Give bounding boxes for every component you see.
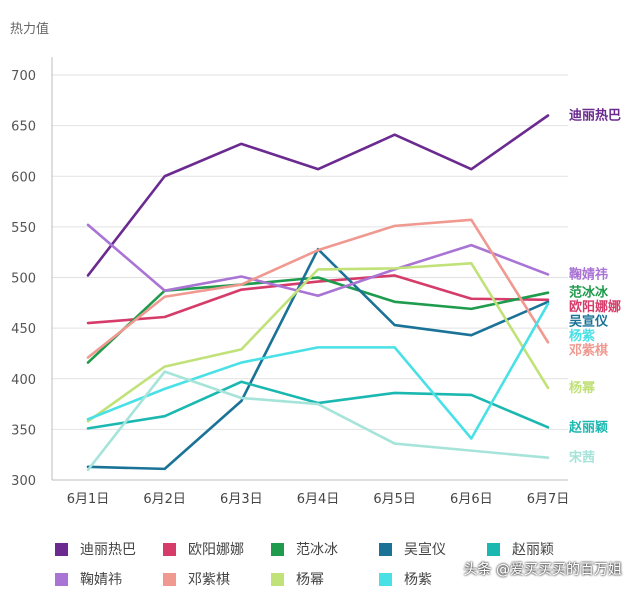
legend-label: 鞠婧祎	[80, 572, 122, 588]
legend-swatch	[271, 542, 284, 556]
legend-row-1: 迪丽热巴 欧阳娜娜 范冰冰 吴宣仪 赵丽颖	[55, 534, 615, 564]
series-end-label: 邓紫棋	[569, 343, 608, 359]
legend-item: 欧阳娜娜	[163, 539, 271, 559]
legend-swatch	[55, 572, 68, 586]
series-line	[86, 276, 550, 364]
legend-item: 范冰冰	[271, 539, 379, 559]
legend-swatch	[487, 542, 500, 556]
line-chart: 300 350 400 450 500 550 600 650 700 6月1日 6月2日 6月3日…	[11, 57, 621, 507]
legend-label: 吴宣仪	[404, 542, 446, 558]
y-tick-label: 450	[11, 322, 36, 337]
series-line	[86, 218, 550, 359]
series-line	[86, 274, 550, 325]
legend-swatch	[271, 572, 284, 586]
legend-item: 杨紫	[379, 569, 487, 589]
legend-swatch	[379, 572, 392, 586]
legend-row-2: 鞠婧祎 邓紫棋 杨幂 杨紫	[55, 564, 615, 594]
x-tick-label: 6月6日	[450, 492, 493, 507]
y-tick-label: 500	[11, 272, 36, 287]
legend-label: 欧阳娜娜	[188, 542, 244, 558]
y-tick-label: 600	[11, 170, 36, 185]
legend-swatch	[379, 542, 392, 556]
series-end-label: 迪丽热巴	[569, 108, 621, 124]
series-end-label: 宋茜	[568, 450, 595, 466]
y-tick-label: 700	[11, 69, 36, 84]
series-line	[86, 114, 550, 277]
legend-swatch	[163, 542, 176, 556]
x-tick-label: 6月1日	[67, 492, 110, 507]
y-tick-label: 400	[11, 373, 36, 388]
x-tick-label: 6月7日	[527, 492, 570, 507]
legend-item: 赵丽颖	[487, 539, 595, 559]
legend-label: 范冰冰	[296, 542, 338, 558]
legend-item: 邓紫棋	[163, 569, 271, 589]
watermark: 头条 @爱买买买的百万姐	[463, 562, 622, 578]
legend-item: 吴宣仪	[379, 539, 487, 559]
series-lines	[86, 114, 550, 472]
legend-item: 迪丽热巴	[55, 539, 163, 559]
legend-label: 杨紫	[404, 572, 432, 588]
legend-swatch	[163, 572, 176, 586]
legend-label: 杨幂	[296, 572, 324, 588]
x-tick-labels: 6月1日 6月2日 6月3日 6月4日 6月5日 6月6日 6月7日	[67, 492, 570, 507]
x-tick-label: 6月5日	[373, 492, 416, 507]
legend-label: 邓紫棋	[188, 572, 230, 588]
y-axis-title: 热力值	[10, 22, 50, 37]
y-tick-label: 300	[11, 474, 36, 489]
series-line	[86, 302, 550, 440]
series-end-label: 杨幂	[569, 380, 596, 396]
series-end-label: 范冰冰	[569, 285, 609, 301]
x-tick-label: 6月3日	[220, 492, 263, 507]
legend-item: 杨幂	[271, 569, 379, 589]
y-tick-label: 650	[11, 120, 36, 135]
series-end-label: 杨紫	[569, 328, 595, 344]
series-end-label: 鞠婧祎	[569, 266, 608, 282]
legend-label: 迪丽热巴	[80, 542, 136, 558]
series-line	[86, 370, 550, 472]
legend-item: 鞠婧祎	[55, 569, 163, 589]
series-line	[86, 262, 550, 423]
y-tick-label: 350	[11, 423, 36, 438]
series-line	[86, 223, 550, 298]
series-end-label: 赵丽颖	[568, 419, 608, 435]
legend-swatch	[55, 542, 68, 556]
x-tick-label: 6月4日	[297, 492, 340, 507]
x-tick-label: 6月2日	[143, 492, 186, 507]
legend: 迪丽热巴 欧阳娜娜 范冰冰 吴宣仪 赵丽颖 鞠婧祎 邓紫棋 杨幂 杨紫	[55, 534, 615, 594]
legend-label: 赵丽颖	[512, 542, 554, 558]
series-end-label: 吴宣仪	[569, 314, 609, 330]
series-end-label: 欧阳娜娜	[569, 299, 621, 315]
y-tick-labels: 300 350 400 450 500 550 600 650 700	[11, 69, 36, 489]
y-tick-label: 550	[11, 221, 36, 236]
